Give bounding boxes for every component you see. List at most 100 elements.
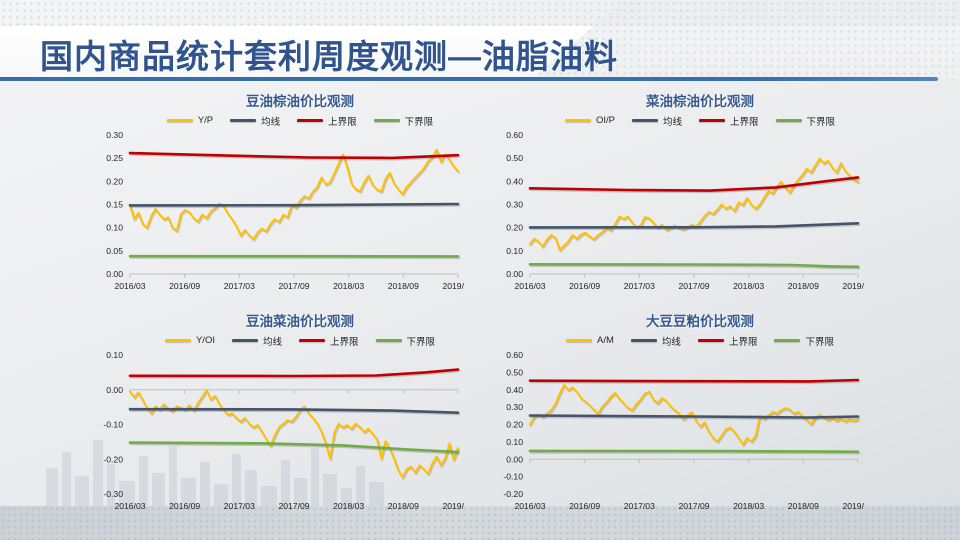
chart-soy-rapeseed-ratio: 豆油菜油价比观测 Y/OI 均线 上界限 下界限 0.10 0.00 -0.10 -0… [88, 310, 474, 519]
chart-legend: Y/OI 均线 上界限 下界限 [130, 333, 470, 348]
stat-line [128, 368, 461, 379]
svg-text:0.15: 0.15 [106, 200, 123, 210]
stat-line [528, 176, 861, 194]
halftone-dots [0, 506, 960, 540]
svg-text:0.10: 0.10 [106, 223, 123, 233]
y-axis-labels: 0.30 0.25 0.20 0.15 0.10 0.05 0.00 [106, 130, 123, 279]
stat-line [528, 449, 861, 455]
svg-text:0.50: 0.50 [506, 367, 523, 377]
svg-text:2018/03: 2018/03 [333, 281, 364, 291]
legend-item-lower: 下界限 [774, 334, 834, 348]
svg-text:2017/03: 2017/03 [224, 281, 255, 291]
legend-item-upper: 上界限 [697, 334, 757, 348]
svg-text:0.30: 0.30 [506, 200, 523, 210]
chart-title: 大豆豆粕价比观测 [646, 314, 754, 329]
series-line-yp [129, 148, 460, 242]
y-axis-labels: 0.60 0.50 0.40 0.30 0.20 0.10 0.00 -0.10 -0.20 [503, 350, 523, 499]
legend-line-icon [231, 339, 258, 342]
svg-text:-0.20: -0.20 [103, 454, 123, 464]
legend-line-icon [373, 119, 400, 122]
svg-text:2018/09: 2018/09 [788, 281, 819, 291]
legend-line-icon [775, 119, 802, 122]
svg-text:0.20: 0.20 [106, 176, 123, 186]
svg-text:0.10: 0.10 [506, 246, 523, 256]
legend-line-icon [375, 339, 402, 342]
svg-text:0.30: 0.30 [106, 130, 123, 140]
stat-line [528, 222, 861, 231]
legend-line-icon [297, 119, 324, 122]
legend-item-main: A/M [566, 335, 614, 346]
legend-item-mean: 均线 [631, 114, 682, 128]
legend-line-icon [630, 339, 657, 342]
chart-plot-rapeseed-palm: 0.60 0.50 0.40 0.30 0.20 0.10 0.00 2016/03 2016/… [506, 130, 873, 291]
chart-title: 豆油棕油价比观测 [246, 94, 354, 109]
svg-text:2017/03: 2017/03 [624, 281, 655, 291]
chart-rapeseed-palm-ratio: 菜油棕油价比观测 OI/P 均线 上界限 下界限 0.60 0.50 0.40 0.3… [488, 90, 873, 299]
legend-item-lower: 下界限 [375, 334, 435, 348]
stat-line [528, 378, 861, 385]
legend-line-icon [564, 119, 591, 122]
svg-text:2018/09: 2018/09 [788, 501, 819, 511]
chart-plot-area: 0.60 0.50 0.40 0.30 0.20 0.10 0.00 2016/03 2016/… [488, 128, 873, 299]
legend-item-main: Y/OI [164, 335, 215, 346]
svg-text:2016/09: 2016/09 [169, 501, 200, 511]
svg-text:0.00: 0.00 [106, 385, 123, 395]
svg-text:2017/09: 2017/09 [278, 281, 309, 291]
svg-text:0.60: 0.60 [506, 350, 523, 360]
x-axis: 2016/03 2016/09 2017/03 2017/09 2018/03 2018/… [114, 389, 474, 511]
page-title: 国内商品统计套利周度观测—油脂油料 [40, 38, 618, 75]
svg-text:0.60: 0.60 [506, 130, 523, 140]
legend-item-main: OI/P [564, 115, 615, 126]
svg-text:0.40: 0.40 [506, 176, 523, 186]
legend-line-icon [566, 339, 593, 342]
title-underline [0, 77, 938, 81]
svg-text:0.20: 0.20 [506, 420, 523, 430]
svg-text:0.20: 0.20 [506, 223, 523, 233]
chart-plot-area: 0.10 0.00 -0.10 -0.20 -0.30 2016/03 2016/09 201… [88, 348, 474, 519]
legend-item-mean: 均线 [231, 334, 282, 348]
legend-line-icon [631, 119, 658, 122]
legend-item-mean: 均线 [630, 334, 681, 348]
legend-line-icon [699, 119, 725, 122]
stat-line [128, 407, 461, 416]
y-axis-labels: 0.60 0.50 0.40 0.30 0.20 0.10 0.00 [506, 130, 523, 279]
svg-text:-0.20: -0.20 [503, 489, 523, 499]
series-line-yoi [129, 389, 460, 480]
svg-text:2019/03: 2019/03 [842, 281, 864, 291]
chart-plot-soybean-meal: 0.600.500.400.300.200.100.00-0.10-0.2020… [503, 350, 873, 511]
svg-text:2018/09: 2018/09 [388, 281, 419, 291]
svg-text:2016/09: 2016/09 [169, 281, 200, 291]
chart-title: 豆油菜油价比观测 [246, 314, 354, 329]
svg-text:0.50: 0.50 [506, 153, 523, 163]
svg-text:2018/03: 2018/03 [733, 501, 764, 511]
chart-legend: A/M 均线 上界限 下界限 [530, 333, 870, 348]
svg-text:0.25: 0.25 [106, 153, 123, 163]
svg-text:2016/03: 2016/03 [514, 281, 545, 291]
svg-text:2017/09: 2017/09 [678, 501, 709, 511]
svg-text:2019/03: 2019/03 [442, 281, 464, 291]
chart-soybean-meal-ratio: 大豆豆粕价比观测 A/M 均线 上界限 下界限 0.60 0.50 0.40 0.30… [488, 310, 873, 519]
svg-text:0.00: 0.00 [506, 269, 523, 279]
svg-text:2016/03: 2016/03 [114, 501, 145, 511]
stat-line [128, 441, 461, 455]
stat-line [528, 414, 861, 421]
svg-text:2018/09: 2018/09 [388, 501, 419, 511]
legend-item-main: Y/P [166, 115, 213, 126]
series-line-oip [529, 157, 860, 253]
chart-plot-area: 0.60 0.50 0.40 0.30 0.20 0.10 0.00 -0.10 -0.20 20… [488, 348, 873, 519]
svg-text:0.30: 0.30 [506, 402, 523, 412]
svg-text:0.40: 0.40 [506, 385, 523, 395]
svg-text:2016/09: 2016/09 [569, 281, 600, 291]
chart-soy-palm-ratio: 豆油棕油价比观测 Y/P 均线 上界限 下界限 0.30 0.25 0.20 0.15… [88, 90, 473, 299]
legend-item-upper: 上界限 [299, 334, 359, 348]
legend-line-icon [230, 119, 257, 122]
svg-text:2018/03: 2018/03 [333, 501, 364, 511]
svg-text:2018/03: 2018/03 [733, 281, 764, 291]
svg-text:-0.10: -0.10 [503, 472, 523, 482]
stat-line [128, 254, 461, 260]
svg-text:0.10: 0.10 [106, 350, 123, 360]
svg-text:-0.30: -0.30 [103, 489, 123, 499]
